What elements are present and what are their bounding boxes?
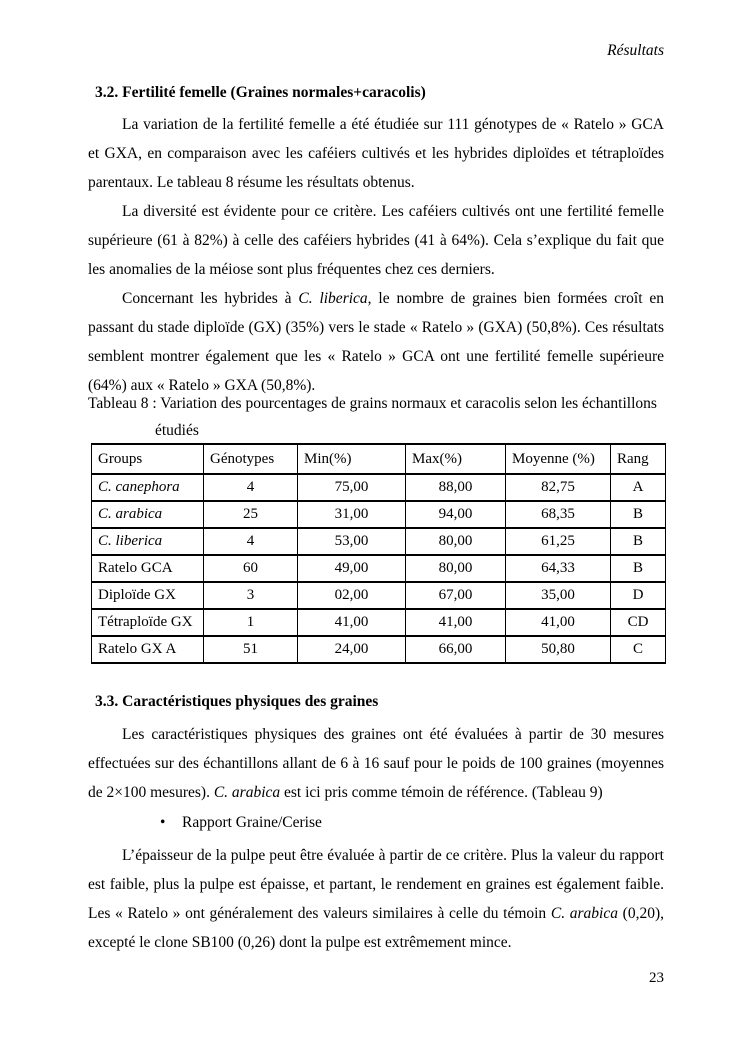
- cell-max: 66,00: [405, 635, 506, 664]
- table-caption-line2: étudiés: [155, 422, 199, 439]
- cell-max: 80,00: [405, 527, 506, 556]
- cell-rang: B: [610, 554, 666, 583]
- cell-max: 67,00: [405, 581, 506, 610]
- table-caption: Tableau 8 : Variation des pourcentages d…: [88, 390, 664, 444]
- page-content: 3.2. Fertilité femelle (Graines normales…: [88, 0, 666, 1053]
- column-header-max: Max(%): [405, 443, 506, 475]
- cell-group: C. liberica: [91, 527, 204, 556]
- cell-rang: D: [610, 581, 666, 610]
- cell-rang: CD: [610, 608, 666, 637]
- table-fertilite-femelle: Groups Génotypes Min(%) Max(%) Moyenne (…: [91, 443, 666, 664]
- paragraph-text: L’épaisseur de la pulpe peut être évalué…: [88, 847, 664, 922]
- column-header-min: Min(%): [297, 443, 406, 475]
- table-row: Diploïde GX 3 02,00 67,00 35,00 D: [91, 581, 666, 610]
- section-heading-3-2: 3.2. Fertilité femelle (Graines normales…: [95, 84, 426, 101]
- cell-genotypes: 4: [203, 527, 298, 556]
- cell-max: 94,00: [405, 500, 506, 529]
- cell-genotypes: 60: [203, 554, 298, 583]
- table-row: C. canephora 4 75,00 88,00 82,75 A: [91, 473, 666, 502]
- table-row: Ratelo GCA 60 49,00 80,00 64,33 B: [91, 554, 666, 583]
- cell-min: 24,00: [297, 635, 406, 664]
- cell-group: Ratelo GX A: [91, 635, 204, 664]
- column-header-rang: Rang: [610, 443, 666, 475]
- paragraph-text: est ici pris comme témoin de référence. …: [280, 784, 603, 801]
- cell-moyenne: 82,75: [505, 473, 611, 502]
- cell-genotypes: 4: [203, 473, 298, 502]
- species-name-italic: C. arabica: [213, 784, 281, 801]
- table-header-row: Groups Génotypes Min(%) Max(%) Moyenne (…: [91, 443, 666, 475]
- cell-genotypes: 1: [203, 608, 298, 637]
- cell-moyenne: 64,33: [505, 554, 611, 583]
- paragraph-caracteristiques: Les caractéristiques physiques des grain…: [88, 720, 664, 807]
- table-caption-line1: Tableau 8 : Variation des pourcentages d…: [88, 395, 657, 412]
- paragraph-text: (0,20), excepté le clone SB100 (0,26) do…: [88, 905, 665, 951]
- cell-max: 41,00: [405, 608, 506, 637]
- cell-moyenne: 68,35: [505, 500, 611, 529]
- cell-group: Ratelo GCA: [91, 554, 204, 583]
- cell-max: 80,00: [405, 554, 506, 583]
- page-number: 23: [649, 970, 664, 986]
- cell-group: C. arabica: [91, 500, 204, 529]
- cell-min: 49,00: [297, 554, 406, 583]
- column-header-groups: Groups: [91, 443, 204, 475]
- cell-rang: C: [610, 635, 666, 664]
- cell-min: 02,00: [297, 581, 406, 610]
- section-heading-3-3: 3.3. Caractéristiques physiques des grai…: [95, 693, 379, 710]
- cell-genotypes: 25: [203, 500, 298, 529]
- cell-genotypes: 3: [203, 581, 298, 610]
- species-name-italic: C. liberica: [298, 290, 368, 307]
- paragraph-hybrides-liberica: Concernant les hybrides à C. liberica, l…: [88, 284, 664, 400]
- bullet-item-label: Rapport Graine/Cerise: [182, 814, 322, 831]
- cell-group: Diploïde GX: [91, 581, 204, 610]
- cell-rang: B: [610, 500, 666, 529]
- running-header-title: Résultats: [607, 42, 664, 59]
- cell-min: 53,00: [297, 527, 406, 556]
- paragraph-variation-fertilite: La variation de la fertilité femelle a é…: [88, 116, 664, 191]
- cell-genotypes: 51: [203, 635, 298, 664]
- paragraph-text: Concernant les hybrides à: [122, 290, 299, 307]
- cell-rang: B: [610, 527, 666, 556]
- column-header-genotypes: Génotypes: [203, 443, 298, 475]
- species-name-italic: C. arabica: [550, 905, 618, 922]
- paragraph-text: , le nombre de graines bien formées croî…: [88, 290, 664, 394]
- paragraph-text: Les caractéristiques physiques des grain…: [88, 726, 664, 801]
- cell-moyenne: 50,80: [505, 635, 611, 664]
- cell-max: 88,00: [405, 473, 506, 502]
- paragraph-epaisseur-pulpe: L’épaisseur de la pulpe peut être évalué…: [88, 841, 664, 957]
- bullet-icon: •: [160, 814, 166, 831]
- cell-moyenne: 35,00: [505, 581, 611, 610]
- cell-min: 75,00: [297, 473, 406, 502]
- table-row: Ratelo GX A 51 24,00 66,00 50,80 C: [91, 635, 666, 664]
- cell-min: 31,00: [297, 500, 406, 529]
- table-row: Tétraploïde GX 1 41,00 41,00 41,00 CD: [91, 608, 666, 637]
- cell-group: Tétraploïde GX: [91, 608, 204, 637]
- table-row: C. liberica 4 53,00 80,00 61,25 B: [91, 527, 666, 556]
- cell-rang: A: [610, 473, 666, 502]
- column-header-moyenne: Moyenne (%): [505, 443, 611, 475]
- bullet-item-rapport-graine-cerise: • Rapport Graine/Cerise: [160, 814, 660, 832]
- table-row: C. arabica 25 31,00 94,00 68,35 B: [91, 500, 666, 529]
- cell-group: C. canephora: [91, 473, 204, 502]
- paragraph-diversite: La diversité est évidente pour ce critèr…: [88, 203, 664, 278]
- cell-moyenne: 41,00: [505, 608, 611, 637]
- cell-min: 41,00: [297, 608, 406, 637]
- cell-moyenne: 61,25: [505, 527, 611, 556]
